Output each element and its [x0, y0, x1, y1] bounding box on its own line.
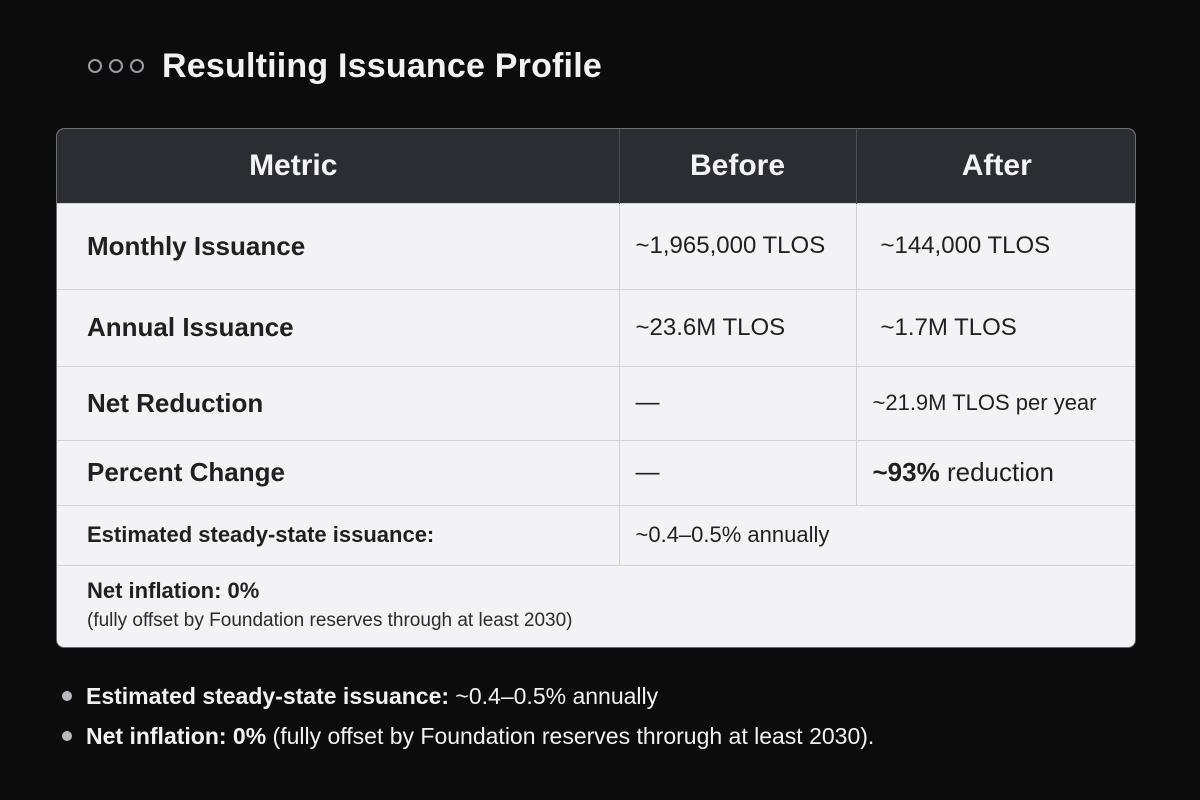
before-cell: ~23.6M TLOS	[619, 288, 857, 366]
before-cell: —	[619, 439, 857, 505]
bullet-bold-text: Net inflation: 0%	[86, 722, 267, 749]
before-cell: ~1,965,000 TLOS	[619, 202, 857, 289]
issuance-table-card: Metric Before After Monthly Issuance ~1,…	[56, 128, 1136, 648]
list-item: Net inflation: 0% (fully offset by Found…	[62, 716, 874, 756]
column-header-after: After	[961, 148, 1032, 182]
metric-cell: Percent Change	[57, 439, 620, 505]
net-inflation-row: Net inflation: 0% (fully offset by Found…	[57, 564, 1135, 642]
table-row: Monthly Issuance ~1,965,000 TLOS ~144,00…	[57, 202, 1135, 289]
after-cell: ~21.9M TLOS per year	[856, 365, 1135, 440]
metric-cell: Monthly Issuance	[57, 202, 620, 289]
window-dots-icon	[88, 59, 144, 73]
net-inflation-cell: Net inflation: 0% (fully offset by Found…	[57, 564, 1135, 642]
net-inflation-label: Net inflation: 0%	[87, 577, 260, 603]
steady-state-row: Estimated steady-state issuance: ~0.4–0.…	[57, 504, 1135, 565]
list-item: Estimated steady-state issuance: ~0.4–0.…	[62, 676, 874, 716]
table-header-row: Metric Before After	[57, 129, 1135, 203]
bullet-icon	[62, 731, 72, 741]
summary-bullets: Estimated steady-state issuance: ~0.4–0.…	[62, 676, 874, 756]
table-row: Percent Change — ~93% reduction	[57, 439, 1135, 505]
metric-cell: Annual Issuance	[57, 288, 620, 366]
percent-value: ~93%	[872, 457, 940, 487]
page-title: Resultiing Issuance Profile	[162, 46, 602, 85]
metric-cell: Net Reduction	[57, 365, 620, 440]
circle-icon	[88, 59, 102, 73]
bullet-text: (fully offset by Foundation reserves thr…	[266, 722, 875, 749]
bullet-icon	[62, 691, 72, 701]
circle-icon	[109, 59, 123, 73]
column-header-before: Before	[619, 129, 857, 203]
title-row: Resultiing Issuance Profile	[88, 46, 602, 86]
steady-state-value: ~0.4–0.5% annually	[619, 504, 1135, 565]
table-row: Net Reduction — ~21.9M TLOS per year	[57, 365, 1135, 440]
column-header-metric: Metric	[57, 129, 620, 203]
before-cell: —	[619, 365, 857, 440]
issuance-table: Metric Before After Monthly Issuance ~1,…	[57, 129, 1135, 642]
bullet-bold-text: Estimated steady-state issuance:	[86, 682, 450, 709]
circle-icon	[130, 59, 144, 73]
percent-suffix: reduction	[939, 457, 1054, 487]
steady-state-label: Estimated steady-state issuance:	[57, 504, 620, 565]
net-inflation-note: (fully offset by Foundation reserves thr…	[87, 609, 573, 631]
after-cell: ~1.7M TLOS	[856, 288, 1135, 366]
bullet-text: ~0.4–0.5% annually	[449, 682, 659, 709]
table-row: Annual Issuance ~23.6M TLOS ~1.7M TLOS	[57, 288, 1135, 366]
after-cell: ~93% reduction	[856, 439, 1135, 505]
after-cell: ~144,000 TLOS	[856, 202, 1135, 289]
